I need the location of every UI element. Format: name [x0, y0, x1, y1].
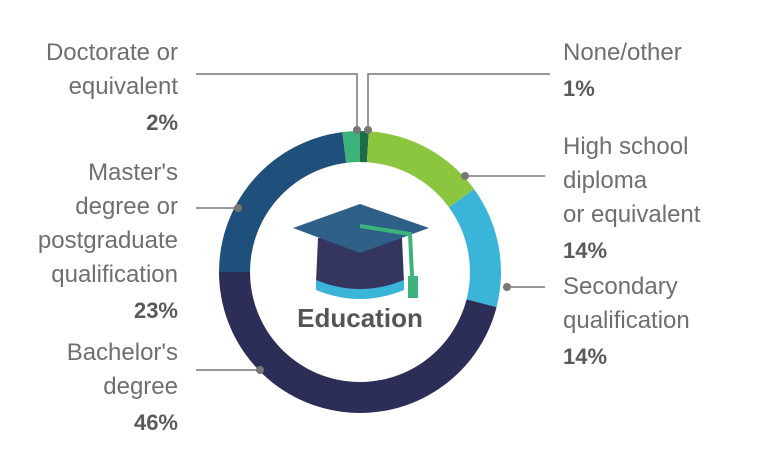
donut [219, 131, 501, 413]
donut-segment [448, 189, 501, 308]
donut-segment [360, 131, 369, 163]
category-label: High school diploma or equivalent [563, 133, 701, 228]
category-label: Master's degree or postgraduate qualific… [37, 159, 178, 288]
value-label: 14% [563, 344, 608, 369]
leader-dot [364, 126, 372, 134]
donut-segment [219, 272, 497, 413]
leader-line [367, 73, 550, 130]
category-label: Bachelor's degree [66, 339, 178, 400]
cap-tassel-end [408, 276, 418, 298]
value-label: 1% [563, 76, 595, 101]
value-label: 14% [563, 238, 608, 263]
category-label: Doctorate or equivalent [45, 39, 178, 100]
graduation-cap-icon [293, 204, 429, 299]
value-label: 46% [133, 410, 178, 435]
donut-segment [342, 131, 360, 163]
leader-dot [461, 172, 469, 180]
leader-dot [256, 366, 264, 374]
cap-tassel [359, 224, 415, 297]
value-label: 2% [146, 110, 178, 135]
leader-line [196, 73, 358, 130]
cap-band [316, 280, 404, 299]
leader-dot [234, 204, 242, 212]
donut-segment [366, 131, 475, 208]
leader-dot [353, 126, 361, 134]
center-label: Education [297, 303, 423, 333]
category-label: Secondary qualification [563, 273, 690, 334]
cap-crown [316, 238, 404, 291]
category-label: None/other [563, 39, 682, 66]
leader-lines [196, 73, 550, 374]
leader-dot [503, 283, 511, 291]
cap-board [293, 204, 429, 253]
donut-segment [219, 132, 347, 272]
value-label: 23% [133, 298, 178, 323]
